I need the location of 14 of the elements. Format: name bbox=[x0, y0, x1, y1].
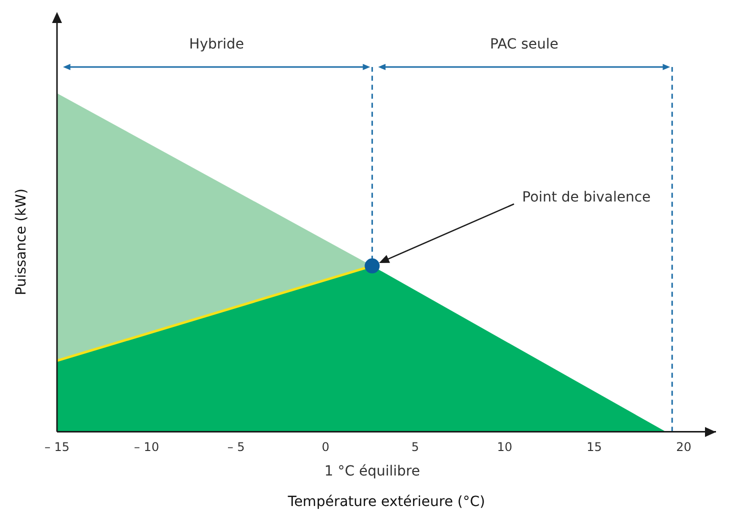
ref-line-label: 1 °C équilibre bbox=[324, 463, 420, 480]
x-tick-label: 0 bbox=[322, 440, 330, 454]
x-tick-label: 5 bbox=[411, 440, 419, 454]
x-tick-label: 10 bbox=[497, 440, 512, 454]
x-tick-label: – 5 bbox=[227, 440, 245, 454]
text: Hybride bbox=[189, 36, 244, 53]
x-tick-label: 15 bbox=[586, 440, 602, 454]
annotation: Point de bivalence bbox=[522, 190, 651, 206]
x-axis-title: Température extérieure (°C) bbox=[286, 494, 486, 510]
x-tick-label: – 10 bbox=[134, 440, 160, 454]
x-tick-label: – 15 bbox=[44, 440, 70, 454]
x-tick-label: 20 bbox=[676, 440, 692, 454]
text: PAC seule bbox=[490, 36, 558, 53]
y-axis-title: Puissance (kW) bbox=[14, 188, 30, 296]
